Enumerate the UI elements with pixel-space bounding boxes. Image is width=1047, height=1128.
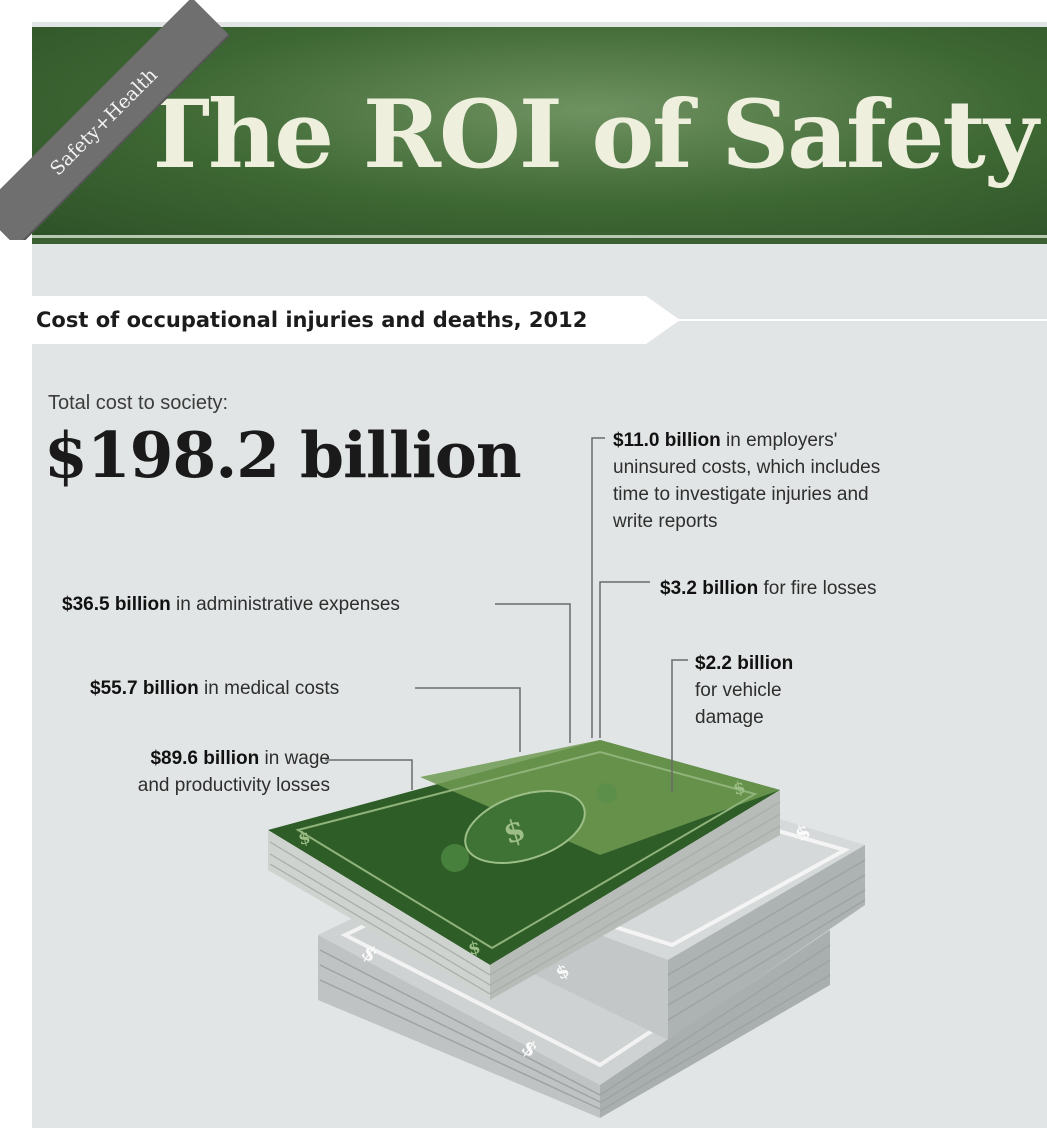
total-cost-label: Total cost to society: <box>48 392 229 414</box>
fire-loss-amount: $3.2 billion <box>660 578 759 599</box>
section-heading: Cost of occupational injuries and deaths… <box>36 308 588 332</box>
leader-line-uninsured <box>591 437 605 738</box>
vehicle-damage-label: $2.2 billion for vehicle damage <box>695 653 794 728</box>
section-tab-rule <box>675 319 1047 321</box>
svg-text:$: $ <box>296 827 313 849</box>
page-title: The ROI of Safety <box>140 80 1038 190</box>
leader-line-admin <box>495 603 571 743</box>
section-tab <box>0 296 680 344</box>
total-cost-value: $198.2 billion <box>44 418 522 492</box>
vehicle-damage-amount: $2.2 billion <box>695 653 794 674</box>
administrative-expense-amount: $36.5 billion <box>62 594 171 615</box>
uninsured-cost-label: $11.0 billion in employers' uninsured co… <box>613 430 881 532</box>
svg-text:$: $ <box>731 777 748 799</box>
title-banner <box>32 27 1047 238</box>
leader-line-wage <box>325 759 413 790</box>
svg-text:$: $ <box>466 937 483 959</box>
administrative-expense-label: $36.5 billion in administrative expenses <box>62 594 400 615</box>
wage-loss-amount: $89.6 billion <box>150 748 260 769</box>
medical-cost-amount: $55.7 billion <box>90 678 199 699</box>
leader-line-fire <box>599 581 650 738</box>
leader-line-vehicle <box>671 659 688 792</box>
top-bill-stack: $ $ $ $ <box>268 740 781 1000</box>
uninsured-cost-amount: $11.0 billion <box>613 430 721 451</box>
medical-cost-label: $55.7 billion in medical costs <box>90 678 340 699</box>
banner-divider <box>32 238 1047 244</box>
wage-loss-label: $89.6 billion in wage and productivity l… <box>137 748 330 796</box>
fire-loss-label: $3.2 billion for fire losses <box>660 578 877 599</box>
leader-line-medical <box>415 687 521 752</box>
